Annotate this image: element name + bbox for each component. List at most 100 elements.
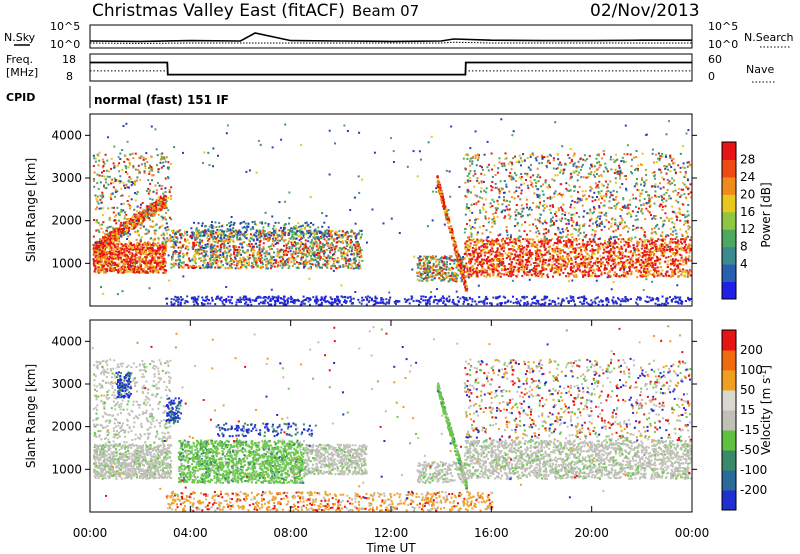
power-echo [244,261,246,263]
power-echo [351,250,353,252]
power-echo [168,197,170,199]
power-echo [302,253,304,255]
power-echo [330,244,332,246]
power-echo [107,207,109,209]
power-echo [525,264,527,266]
power-echo [129,253,131,255]
power-echo [244,232,246,234]
power-echo [118,263,120,265]
power-echo [113,167,115,169]
power-echo [140,155,142,157]
power-echo [103,161,105,163]
power-echo [101,192,103,194]
power-echo [321,232,323,234]
power-echo [268,246,270,248]
power-echo [126,238,128,240]
power-echo [254,223,256,225]
power-echo [244,236,246,238]
power-echo [304,228,306,230]
power-echo [132,153,134,155]
power-echo [451,272,453,274]
power-echo [249,254,251,256]
power-echo [354,249,356,251]
power-echo [230,236,232,238]
power-echo [156,252,158,254]
power-echo [273,252,275,254]
power-echo [312,224,314,226]
power-echo [426,256,428,258]
power-echo [115,269,117,271]
power-echo [227,236,229,238]
power-echo [576,244,578,246]
power-echo [165,241,167,243]
power-echo [480,274,482,276]
power-echo [288,257,290,259]
power-echo [284,224,286,226]
power-echo [100,195,102,197]
power-echo [97,261,99,263]
power-echo [129,176,131,178]
power-echo [288,240,290,242]
power-echo [136,243,138,245]
power-echo [159,253,161,255]
power-echo [95,230,97,232]
power-echo [647,239,649,241]
power-echo [144,170,146,172]
power-echo [207,262,209,264]
power-echo [355,264,357,266]
power-echo [338,230,340,232]
power-echo [144,219,146,221]
power-echo [253,234,255,236]
power-echo [342,242,344,244]
power-echo [496,250,498,252]
power-echo [443,277,445,279]
power-echo [155,201,157,203]
power-echo [173,241,175,243]
power-echo [316,254,318,256]
power-echo [166,207,168,209]
power-echo [256,246,258,248]
power-echo [452,237,454,239]
power-echo [624,244,626,246]
power-echo [246,228,248,230]
power-echo [208,234,210,236]
power-echo [123,234,125,236]
power-echo [137,206,139,208]
power-echo [136,220,138,222]
power-echo [95,198,97,200]
power-echo [328,246,330,248]
power-echo [625,250,627,252]
power-echo [209,261,211,263]
power-echo [346,252,348,254]
power-echo [172,232,174,234]
power-echo [124,248,126,250]
power-echo [275,259,277,261]
power-echo [113,241,115,243]
power-echo [239,261,241,263]
power-echo [165,229,167,231]
power-echo [247,256,249,258]
power-echo [93,180,95,182]
power-echo [112,227,114,229]
power-echo [212,230,214,232]
power-echo [165,219,167,221]
power-echo [605,258,607,260]
power-echo [116,207,118,209]
power-echo [134,255,136,257]
power-echo [618,238,620,240]
power-echo [157,203,159,205]
power-echo [332,244,334,246]
power-echo [438,259,440,261]
power-echo [102,159,104,161]
power-echo [182,245,184,247]
noise-left-tick-high: 10^5 [50,20,80,33]
power-echo [145,265,147,267]
power-echo [324,238,326,240]
power-echo [429,268,431,270]
power-echo [303,237,305,239]
power-echo [289,246,291,248]
power-echo [296,230,298,232]
power-echo [296,228,298,230]
power-echo [597,265,599,267]
power-echo [187,265,189,267]
